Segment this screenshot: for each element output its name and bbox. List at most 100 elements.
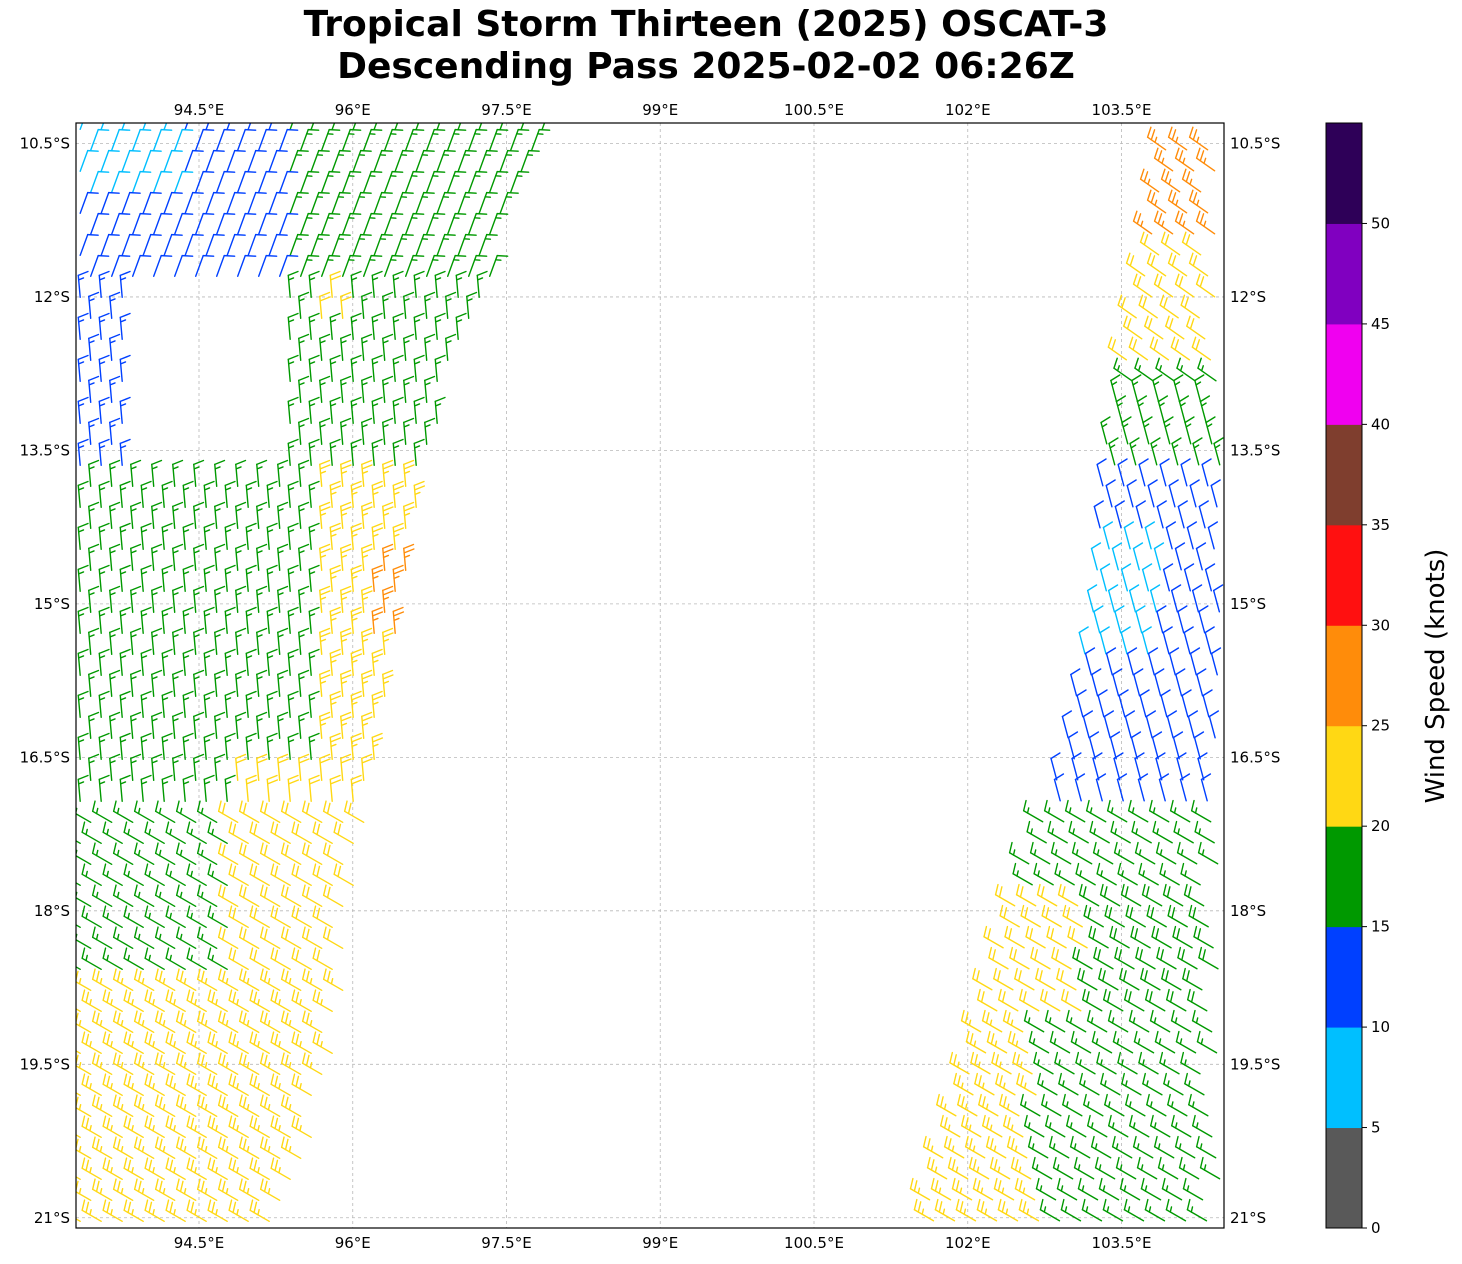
wind-barb [949,1051,970,1075]
wind-barb [154,968,176,991]
wind-barb [133,884,155,907]
wind-barb [1035,1177,1057,1201]
wind-barb [457,149,477,173]
wind-barb [1007,1030,1029,1054]
wind-barb [154,1178,176,1202]
wind-barb [1096,862,1117,886]
wind-barb [1153,273,1174,298]
wind-barb [382,333,394,361]
wind-barb [392,270,404,298]
wind-barb [175,1136,197,1160]
wind-barb [415,233,435,257]
wind-barb [1071,752,1082,781]
wind-barb [182,774,194,802]
wind-barb [214,711,226,739]
wind-barb [77,774,89,802]
wind-barb [361,333,373,361]
wind-barb [151,669,163,697]
wind-barb [144,989,165,1012]
wind-barb [405,212,425,236]
wind-barb [403,501,415,529]
wind-barb [238,1010,260,1034]
wind-barb [196,800,218,823]
wind-barb [1180,862,1201,886]
wind-barb [203,480,215,508]
wind-barb [1183,563,1195,592]
wind-barb [123,1157,144,1181]
wind-barb [224,648,236,676]
wind-barb [312,1031,333,1055]
wind-barb [1135,605,1146,634]
wind-barb [1020,904,1041,928]
wind-barb [1150,437,1161,466]
wind-barb [140,732,152,760]
wind-barb [340,627,352,655]
lon-tick-label-top: 103.5°E [1092,101,1152,119]
wind-barb [238,1178,260,1202]
wind-barb [478,191,498,215]
lon-tick-label-bottom: 103.5°E [1092,1234,1152,1252]
lon-tick-label-top: 102°E [945,101,991,119]
wind-barb [321,212,341,236]
wind-barb [1174,1135,1196,1159]
wind-barb [445,291,457,319]
wind-barb [142,233,162,257]
wind-barb [186,821,207,844]
wind-barb [1125,252,1146,277]
wind-barb [235,459,247,487]
wind-barb [1109,731,1121,760]
wind-barb [77,564,89,592]
wind-barb [1124,710,1136,739]
wind-barb [140,648,152,676]
wind-barb [140,774,152,802]
lat-tick-label-right: 15°S [1230,595,1266,613]
wind-barb [1037,1072,1058,1096]
wind-barb [280,884,302,907]
wind-barb [154,1136,176,1160]
wind-barb [392,522,405,550]
wind-barb [1071,841,1093,865]
wind-barb [186,1073,207,1097]
colorbar-bin [1326,223,1362,325]
wind-barb [1198,605,1209,634]
wind-barb [1193,925,1214,949]
wind-barb [1033,1051,1054,1075]
wind-barb [133,800,155,823]
wind-barb [329,732,342,760]
wind-barb [340,753,352,781]
wind-barb [173,254,194,277]
wind-barb [1156,500,1167,529]
wind-barb [331,123,336,131]
wind-barb [161,480,173,508]
wind-barb [1192,437,1203,466]
wind-barb [1160,689,1171,718]
wind-barb [1012,862,1033,886]
wind-barb [109,333,121,361]
wind-barb [102,1073,123,1097]
wind-barb [455,270,467,298]
wind-barb [228,905,249,928]
wind-barb [340,585,352,613]
wind-barb [77,690,89,718]
wind-barb [363,254,383,277]
wind-barb [175,884,197,907]
wind-barb [291,1031,312,1055]
wind-barb [1104,904,1125,928]
wind-barb [947,1156,969,1180]
wind-barb [986,1030,1008,1054]
wind-barb [1092,841,1114,865]
wind-barb [235,543,247,571]
wind-barb [1075,1051,1096,1075]
wind-barb [382,459,394,487]
wind-barb [154,800,176,823]
wind-barb [112,1136,134,1160]
wind-barb [1078,626,1089,655]
wind-barb [329,396,341,424]
wind-barb [144,821,165,844]
wind-barb [88,375,100,403]
wind-barb [342,128,362,152]
wind-barb [280,1010,302,1034]
wind-barb [76,1050,81,1055]
wind-barb [226,233,246,257]
wind-barb [172,501,184,529]
